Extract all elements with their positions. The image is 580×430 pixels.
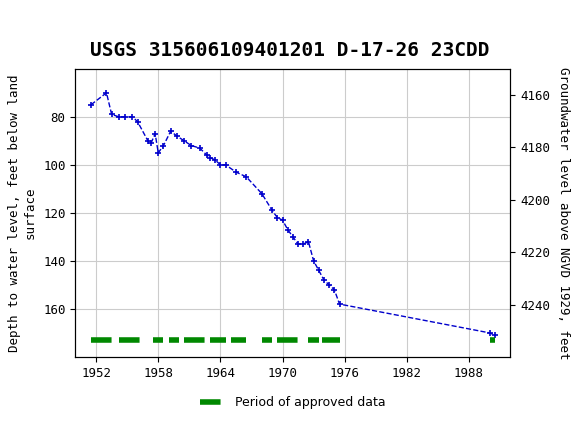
Y-axis label: Groundwater level above NGVD 1929, feet: Groundwater level above NGVD 1929, feet (557, 67, 570, 359)
Text: ▒USGS: ▒USGS (6, 15, 64, 37)
Legend: Period of approved data: Period of approved data (195, 391, 391, 414)
Text: USGS 315606109401201 D-17-26 23CDD: USGS 315606109401201 D-17-26 23CDD (90, 41, 490, 60)
Y-axis label: Depth to water level, feet below land
surface: Depth to water level, feet below land su… (8, 74, 36, 352)
